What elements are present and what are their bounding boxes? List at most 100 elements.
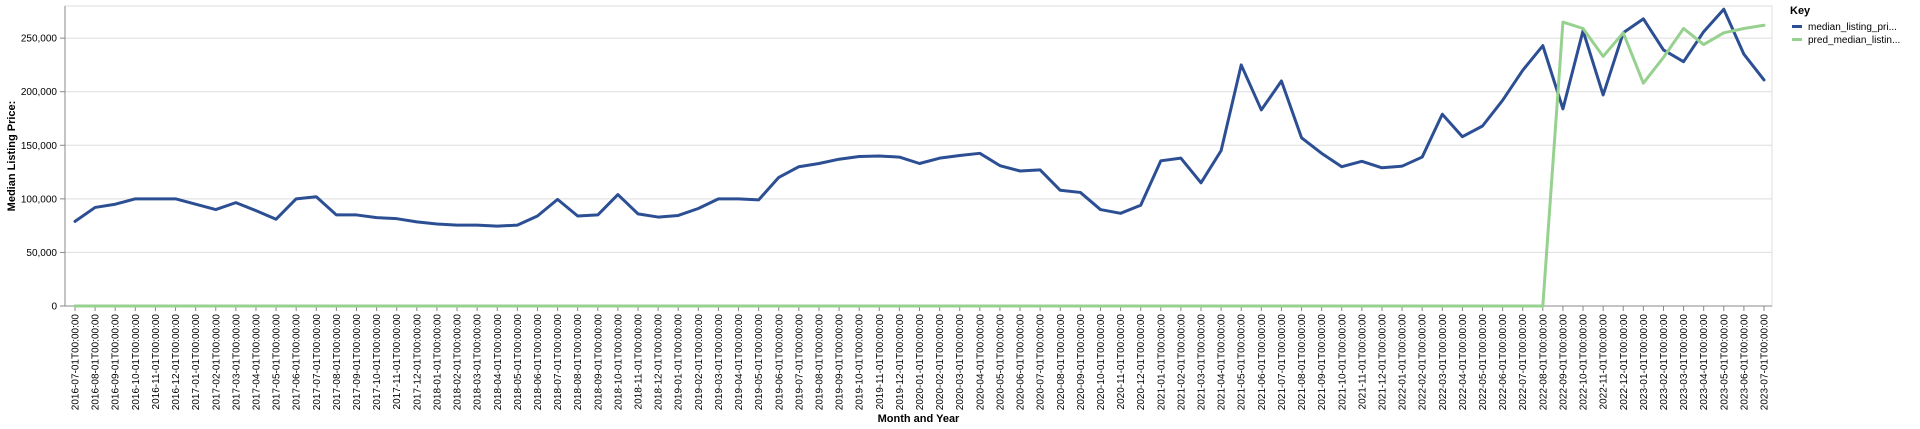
x-tick-label: 2018-01-01T00:00:00 bbox=[432, 314, 443, 411]
data-point bbox=[234, 201, 237, 204]
data-point bbox=[1099, 305, 1102, 308]
x-tick-label: 2022-05-01T00:00:00 bbox=[1478, 314, 1489, 411]
data-point bbox=[516, 305, 519, 308]
data-point bbox=[1421, 305, 1424, 308]
data-point bbox=[415, 305, 418, 308]
data-point bbox=[938, 157, 941, 160]
x-tick-label: 2023-07-01T00:00:00 bbox=[1760, 314, 1771, 411]
data-point bbox=[1722, 31, 1725, 34]
data-point bbox=[74, 220, 77, 223]
data-point bbox=[1360, 305, 1363, 308]
x-tick-label: 2022-02-01T00:00:00 bbox=[1418, 314, 1429, 411]
x-tick-label: 2022-04-01T00:00:00 bbox=[1458, 314, 1469, 411]
data-point bbox=[697, 207, 700, 210]
data-point bbox=[978, 152, 981, 155]
x-tick-label: 2017-10-01T00:00:00 bbox=[372, 314, 383, 411]
data-point bbox=[878, 155, 881, 158]
data-point bbox=[254, 209, 257, 212]
x-tick-label: 2020-05-01T00:00:00 bbox=[995, 314, 1006, 411]
data-point bbox=[295, 305, 298, 308]
data-point bbox=[1441, 113, 1444, 116]
x-tick-label: 2016-11-01T00:00:00 bbox=[151, 314, 162, 410]
data-point bbox=[174, 197, 177, 200]
x-tick-label: 2021-01-01T00:00:00 bbox=[1156, 314, 1167, 411]
data-point bbox=[1461, 305, 1464, 308]
data-point bbox=[737, 305, 740, 308]
data-point bbox=[1501, 99, 1504, 102]
data-point bbox=[234, 305, 237, 308]
data-point bbox=[74, 305, 77, 308]
x-tick-label: 2020-12-01T00:00:00 bbox=[1136, 314, 1147, 411]
data-point bbox=[1541, 305, 1544, 308]
data-point bbox=[435, 223, 438, 226]
x-tick-label: 2018-11-01T00:00:00 bbox=[634, 314, 645, 410]
data-point bbox=[1039, 305, 1042, 308]
x-tick-label: 2017-03-01T00:00:00 bbox=[231, 314, 242, 411]
x-tick-label: 2019-11-01T00:00:00 bbox=[875, 314, 886, 410]
x-tick-label: 2020-07-01T00:00:00 bbox=[1036, 314, 1047, 411]
x-tick-label: 2019-08-01T00:00:00 bbox=[814, 314, 825, 411]
x-tick-label: 2018-07-01T00:00:00 bbox=[553, 314, 564, 411]
data-point bbox=[777, 176, 780, 179]
data-point bbox=[777, 305, 780, 308]
data-point bbox=[476, 305, 479, 308]
x-tick-label: 2022-10-01T00:00:00 bbox=[1579, 314, 1590, 411]
data-point bbox=[335, 213, 338, 216]
data-point bbox=[315, 195, 318, 198]
data-point bbox=[1260, 305, 1263, 308]
data-point bbox=[214, 305, 217, 308]
data-point bbox=[355, 305, 358, 308]
data-point bbox=[415, 220, 418, 223]
data-point bbox=[1320, 152, 1323, 155]
data-point bbox=[94, 206, 97, 209]
data-point bbox=[536, 215, 539, 218]
x-tick-label: 2017-04-01T00:00:00 bbox=[251, 314, 262, 411]
data-point bbox=[757, 305, 760, 308]
x-tick-label: 2018-03-01T00:00:00 bbox=[473, 314, 484, 411]
x-tick-label: 2018-05-01T00:00:00 bbox=[513, 314, 524, 411]
data-point bbox=[1220, 149, 1223, 152]
data-point bbox=[1079, 191, 1082, 194]
data-point bbox=[596, 305, 599, 308]
x-tick-label: 2017-12-01T00:00:00 bbox=[412, 314, 423, 411]
data-point bbox=[1240, 63, 1243, 66]
data-point bbox=[254, 305, 257, 308]
data-point bbox=[637, 212, 640, 215]
data-point bbox=[596, 213, 599, 216]
data-point bbox=[1019, 305, 1022, 308]
x-tick-label: 2016-12-01T00:00:00 bbox=[171, 314, 182, 411]
x-tick-label: 2021-08-01T00:00:00 bbox=[1297, 314, 1308, 411]
y-tick-label: 200,000 bbox=[21, 87, 58, 98]
data-point bbox=[1501, 305, 1504, 308]
data-point bbox=[1179, 157, 1182, 160]
data-point bbox=[1421, 156, 1424, 159]
x-tick-label: 2020-08-01T00:00:00 bbox=[1056, 314, 1067, 411]
x-tick-label: 2018-02-01T00:00:00 bbox=[453, 314, 464, 411]
x-tick-label: 2022-09-01T00:00:00 bbox=[1558, 314, 1569, 411]
x-axis-title: Month and Year bbox=[878, 413, 960, 425]
data-point bbox=[1360, 160, 1363, 163]
x-tick-label: 2020-01-01T00:00:00 bbox=[915, 314, 926, 411]
data-point bbox=[1582, 27, 1585, 30]
x-tick-label: 2019-01-01T00:00:00 bbox=[674, 314, 685, 411]
data-point bbox=[134, 305, 137, 308]
data-point bbox=[1541, 44, 1544, 47]
x-tick-label: 2017-02-01T00:00:00 bbox=[211, 314, 222, 411]
data-point bbox=[1059, 305, 1062, 308]
data-point bbox=[1742, 27, 1745, 30]
data-point bbox=[1682, 27, 1685, 30]
data-point bbox=[295, 197, 298, 200]
x-tick-label: 2020-03-01T00:00:00 bbox=[955, 314, 966, 411]
data-point bbox=[154, 197, 157, 200]
data-point bbox=[838, 305, 841, 308]
data-point bbox=[1320, 305, 1323, 308]
x-tick-label: 2022-08-01T00:00:00 bbox=[1538, 314, 1549, 411]
data-point bbox=[1340, 165, 1343, 168]
x-tick-label: 2021-02-01T00:00:00 bbox=[1176, 314, 1187, 411]
data-point bbox=[1481, 305, 1484, 308]
data-point bbox=[757, 198, 760, 201]
data-point bbox=[958, 154, 961, 157]
y-tick-label: 50,000 bbox=[26, 248, 57, 259]
data-point bbox=[1521, 305, 1524, 308]
data-point bbox=[1380, 166, 1383, 169]
